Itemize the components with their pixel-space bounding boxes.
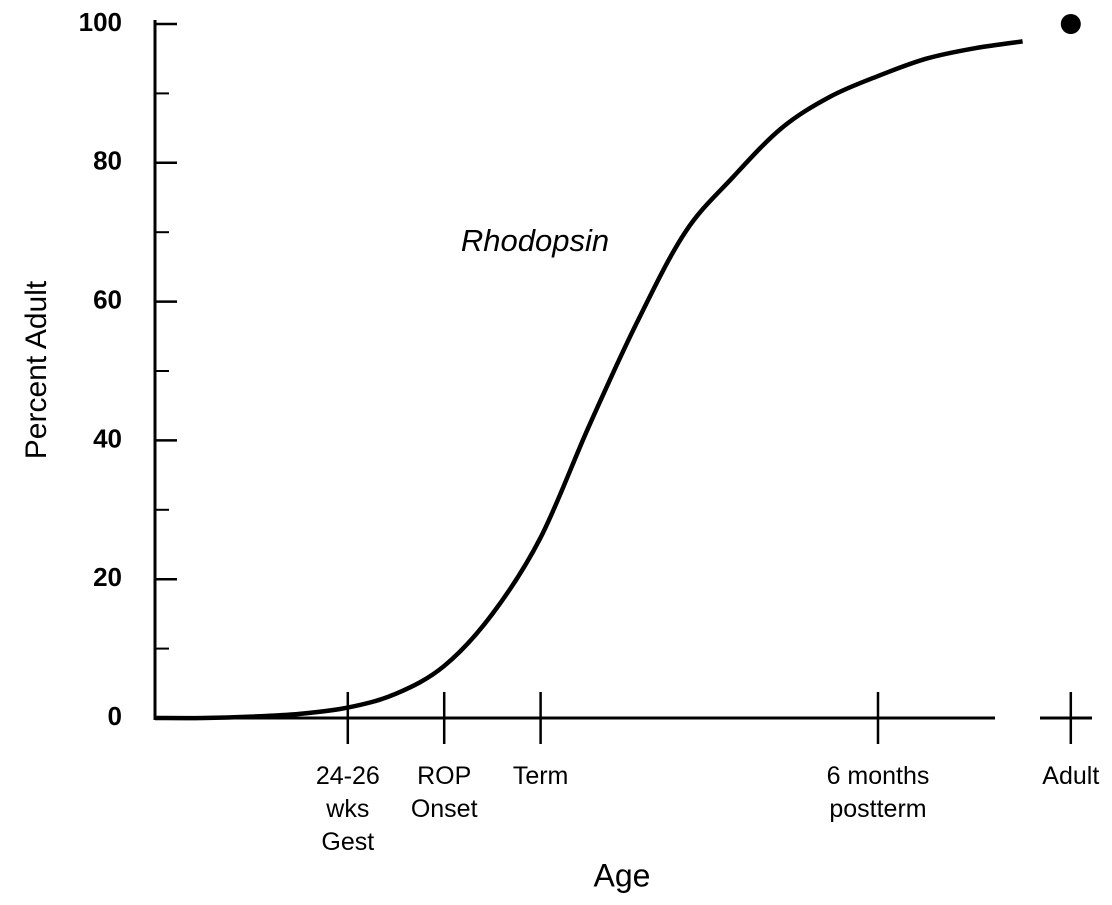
- x-tick-label: ROP Onset: [410, 762, 478, 823]
- annotation: Rhodopsin: [461, 223, 609, 258]
- y-tick-label: 40: [93, 423, 122, 453]
- y-axis-label: Percent Adult: [20, 280, 53, 459]
- x-tick-label: 24-26 wks Gest: [315, 762, 380, 856]
- x-tick-label: Adult: [1042, 762, 1100, 790]
- x-tick-label: Term: [512, 762, 569, 790]
- y-tick-label: 60: [93, 284, 122, 314]
- x-axis-label: Age: [594, 857, 651, 893]
- x-tick-label: 6 months postterm: [826, 762, 930, 823]
- y-tick-label: 20: [93, 562, 122, 592]
- y-tick-label: 100: [79, 7, 122, 37]
- y-tick-label: 0: [108, 701, 122, 731]
- line-series: [154, 39, 1023, 721]
- y-tick-label: 80: [93, 146, 122, 176]
- data-point: [1060, 14, 1081, 34]
